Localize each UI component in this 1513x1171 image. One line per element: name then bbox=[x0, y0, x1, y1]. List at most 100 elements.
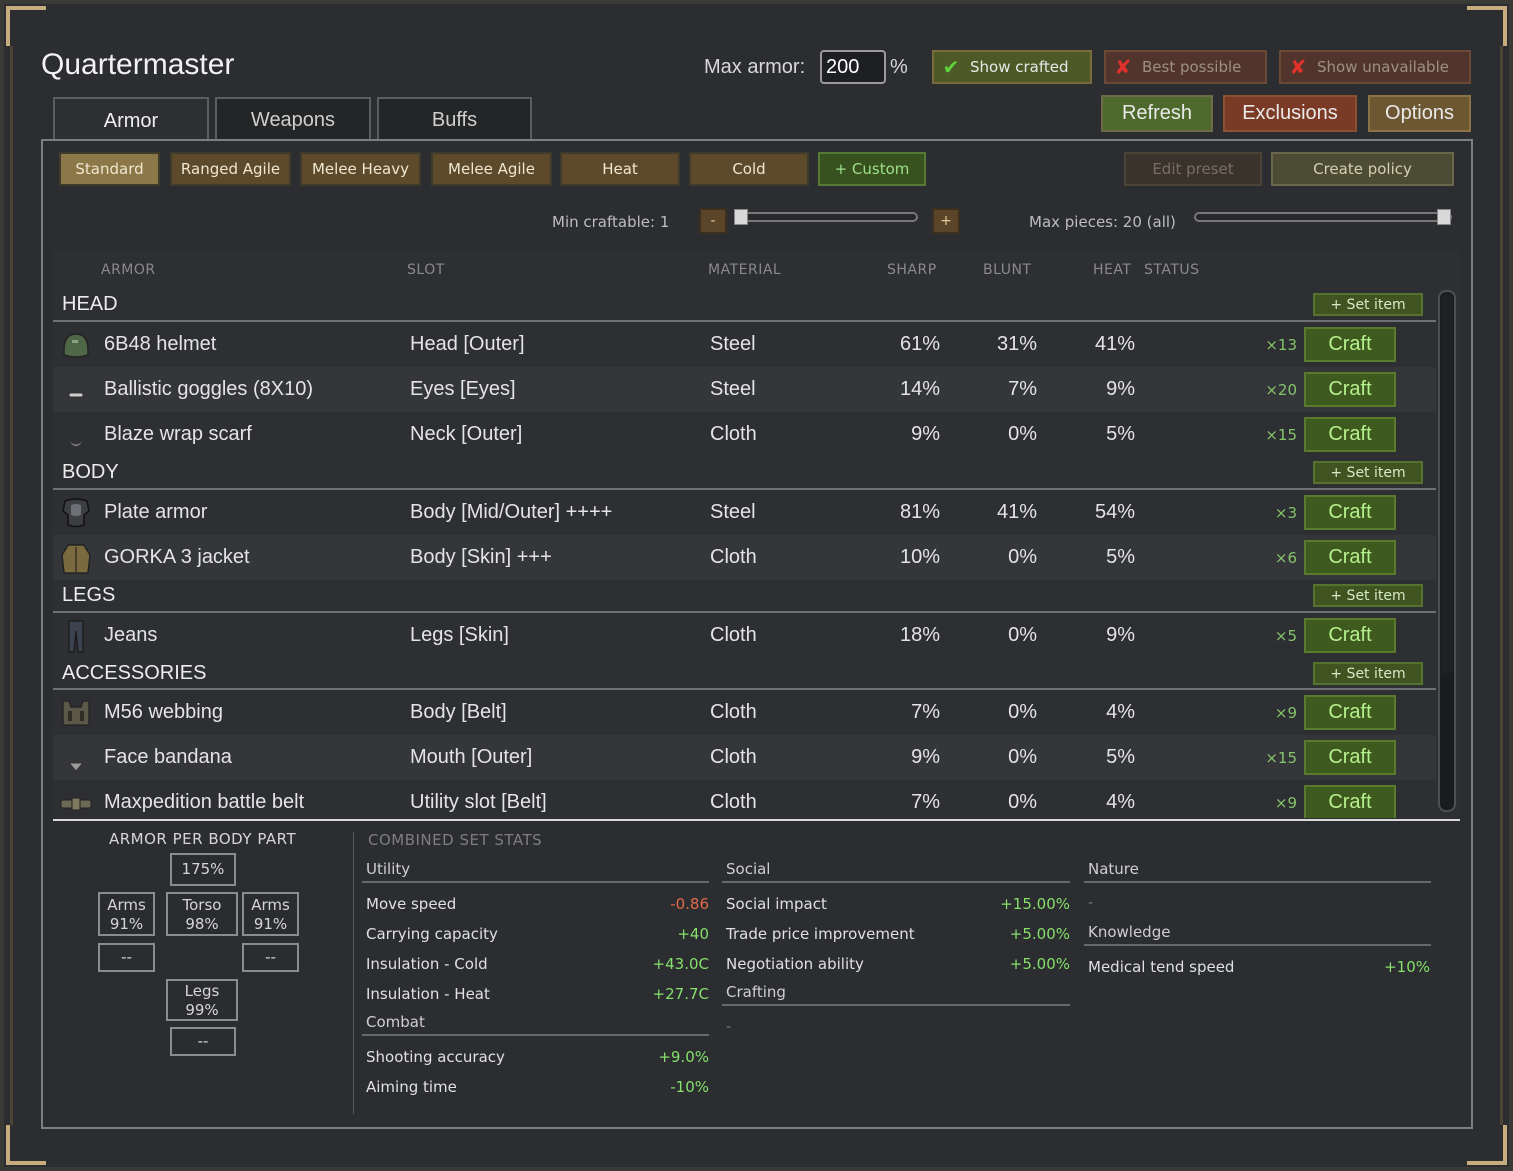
item-count: ×3 bbox=[1274, 503, 1297, 522]
stat-name: Social impact bbox=[726, 895, 827, 913]
create-policy-button[interactable]: Create policy bbox=[1271, 152, 1454, 186]
craft-button[interactable]: Craft bbox=[1304, 327, 1396, 362]
table-row[interactable]: Blaze wrap scarf Neck [Outer] Cloth 9% 0… bbox=[53, 412, 1436, 457]
tab-armor[interactable]: Armor bbox=[53, 97, 209, 143]
item-heat: 54% bbox=[1094, 501, 1135, 523]
stats-separator bbox=[353, 832, 354, 1114]
preset-heat[interactable]: Heat bbox=[560, 152, 680, 186]
tab-weapons[interactable]: Weapons bbox=[215, 97, 371, 141]
show-unavailable-toggle[interactable]: ✘ Show unavailable bbox=[1279, 50, 1471, 84]
item-sharp: 7% bbox=[911, 701, 940, 723]
arms-left-armor-box: Arms 91% bbox=[98, 892, 155, 936]
column-header-heat[interactable]: HEAT bbox=[1093, 262, 1132, 278]
item-slot: Body [Belt] bbox=[410, 701, 507, 723]
min-craftable-slider-handle[interactable] bbox=[734, 209, 748, 225]
item-material: Cloth bbox=[710, 423, 757, 445]
set-item-button[interactable]: + Set item bbox=[1313, 293, 1423, 316]
table-row[interactable]: Ballistic goggles (8X10) Eyes [Eyes] Ste… bbox=[53, 367, 1436, 412]
max-armor-input[interactable] bbox=[820, 50, 886, 84]
exclusions-button[interactable]: Exclusions bbox=[1223, 95, 1357, 132]
table-row[interactable]: GORKA 3 jacket Body [Skin] +++ Cloth 10%… bbox=[53, 535, 1436, 580]
stat-value: -10% bbox=[670, 1078, 709, 1096]
item-material: Steel bbox=[710, 378, 756, 400]
arms-left-value: 91% bbox=[109, 915, 144, 933]
item-name: 6B48 helmet bbox=[104, 333, 217, 355]
section-knowledge: Knowledge bbox=[1088, 923, 1171, 941]
table-row[interactable]: 6B48 helmet Head [Outer] Steel 61% 31% 4… bbox=[53, 322, 1436, 367]
min-craftable-slider[interactable] bbox=[735, 212, 918, 222]
item-slot: Utility slot [Belt] bbox=[410, 791, 547, 813]
item-sharp: 81% bbox=[899, 501, 940, 523]
preset-melee-heavy[interactable]: Melee Heavy bbox=[300, 152, 421, 186]
item-heat: 41% bbox=[1094, 333, 1135, 355]
set-item-button[interactable]: + Set item bbox=[1313, 461, 1423, 484]
column-header-material[interactable]: MATERIAL bbox=[708, 262, 782, 278]
item-sharp: 9% bbox=[911, 423, 940, 445]
min-craftable-decrease-button[interactable]: - bbox=[699, 208, 727, 234]
table-row[interactable]: M56 webbing Body [Belt] Cloth 7% 0% 4% ×… bbox=[53, 690, 1436, 735]
stat-value: +15.00% bbox=[1000, 895, 1070, 913]
show-crafted-label: Show crafted bbox=[970, 58, 1069, 76]
craft-button[interactable]: Craft bbox=[1304, 417, 1396, 452]
column-header-status[interactable]: STATUS bbox=[1144, 262, 1200, 278]
preset-melee-agile[interactable]: Melee Agile bbox=[431, 152, 552, 186]
jacket-icon bbox=[61, 544, 91, 574]
item-name: Plate armor bbox=[104, 501, 208, 523]
group-divider bbox=[53, 688, 1436, 690]
item-slot: Body [Mid/Outer] ++++ bbox=[410, 501, 613, 523]
stat-name: Trade price improvement bbox=[726, 925, 915, 943]
preset-ranged-agile[interactable]: Ranged Agile bbox=[170, 152, 291, 186]
stat-value: +27.7C bbox=[652, 985, 709, 1003]
preset-cold[interactable]: Cold bbox=[689, 152, 809, 186]
edit-preset-button[interactable]: Edit preset bbox=[1124, 152, 1262, 186]
item-heat: 5% bbox=[1106, 546, 1135, 568]
craft-button[interactable]: Craft bbox=[1304, 495, 1396, 530]
craft-button[interactable]: Craft bbox=[1304, 695, 1396, 730]
item-slot: Legs [Skin] bbox=[410, 624, 509, 646]
column-header-blunt[interactable]: BLUNT bbox=[983, 262, 1032, 278]
arms-right-armor-box: Arms 91% bbox=[242, 892, 299, 936]
max-armor-percent: % bbox=[890, 56, 908, 78]
stat-name: Insulation - Heat bbox=[366, 985, 490, 1003]
refresh-button[interactable]: Refresh bbox=[1101, 95, 1213, 132]
table-row[interactable]: Jeans Legs [Skin] Cloth 18% 0% 9% ×5 Cra… bbox=[53, 613, 1436, 658]
table-row[interactable]: Face bandana Mouth [Outer] Cloth 9% 0% 5… bbox=[53, 735, 1436, 780]
min-craftable-label: Min craftable: 1 bbox=[552, 213, 670, 231]
tab-buffs[interactable]: Buffs bbox=[377, 97, 532, 141]
preset-standard[interactable]: Standard bbox=[59, 152, 160, 186]
section-underline bbox=[362, 881, 709, 883]
column-header-sharp[interactable]: SHARP bbox=[887, 262, 937, 278]
set-item-button[interactable]: + Set item bbox=[1313, 584, 1423, 607]
max-pieces-slider[interactable] bbox=[1194, 212, 1452, 222]
column-header-armor[interactable]: ARMOR bbox=[101, 262, 156, 278]
preset-custom-button[interactable]: + Custom bbox=[818, 152, 926, 186]
min-craftable-increase-button[interactable]: + bbox=[932, 208, 960, 234]
item-material: Cloth bbox=[710, 624, 757, 646]
show-crafted-toggle[interactable]: ✔ Show crafted bbox=[932, 50, 1092, 84]
item-material: Cloth bbox=[710, 546, 757, 568]
craft-button[interactable]: Craft bbox=[1304, 785, 1396, 818]
craft-button[interactable]: Craft bbox=[1304, 618, 1396, 653]
item-slot: Head [Outer] bbox=[410, 333, 525, 355]
frame-corner bbox=[6, 6, 46, 46]
item-heat: 4% bbox=[1106, 701, 1135, 723]
item-blunt: 0% bbox=[1008, 624, 1037, 646]
craft-button[interactable]: Craft bbox=[1304, 740, 1396, 775]
set-item-button[interactable]: + Set item bbox=[1313, 662, 1423, 685]
section-social: Social bbox=[726, 860, 771, 878]
item-name: Face bandana bbox=[104, 746, 232, 768]
item-count: ×15 bbox=[1265, 425, 1297, 444]
scrollbar-thumb[interactable] bbox=[1441, 294, 1453, 674]
item-sharp: 14% bbox=[899, 378, 940, 400]
column-header-slot[interactable]: SLOT bbox=[407, 262, 445, 278]
item-count: ×15 bbox=[1265, 748, 1297, 767]
table-row[interactable]: Maxpedition battle belt Utility slot [Be… bbox=[53, 780, 1436, 818]
craft-button[interactable]: Craft bbox=[1304, 540, 1396, 575]
max-pieces-slider-handle[interactable] bbox=[1437, 209, 1451, 225]
best-possible-toggle[interactable]: ✘ Best possible bbox=[1104, 50, 1267, 84]
table-row[interactable]: Plate armor Body [Mid/Outer] ++++ Steel … bbox=[53, 490, 1436, 535]
item-name: Ballistic goggles (8X10) bbox=[104, 378, 313, 400]
craft-button[interactable]: Craft bbox=[1304, 372, 1396, 407]
torso-label: Torso bbox=[182, 896, 222, 914]
options-button[interactable]: Options bbox=[1368, 95, 1471, 132]
